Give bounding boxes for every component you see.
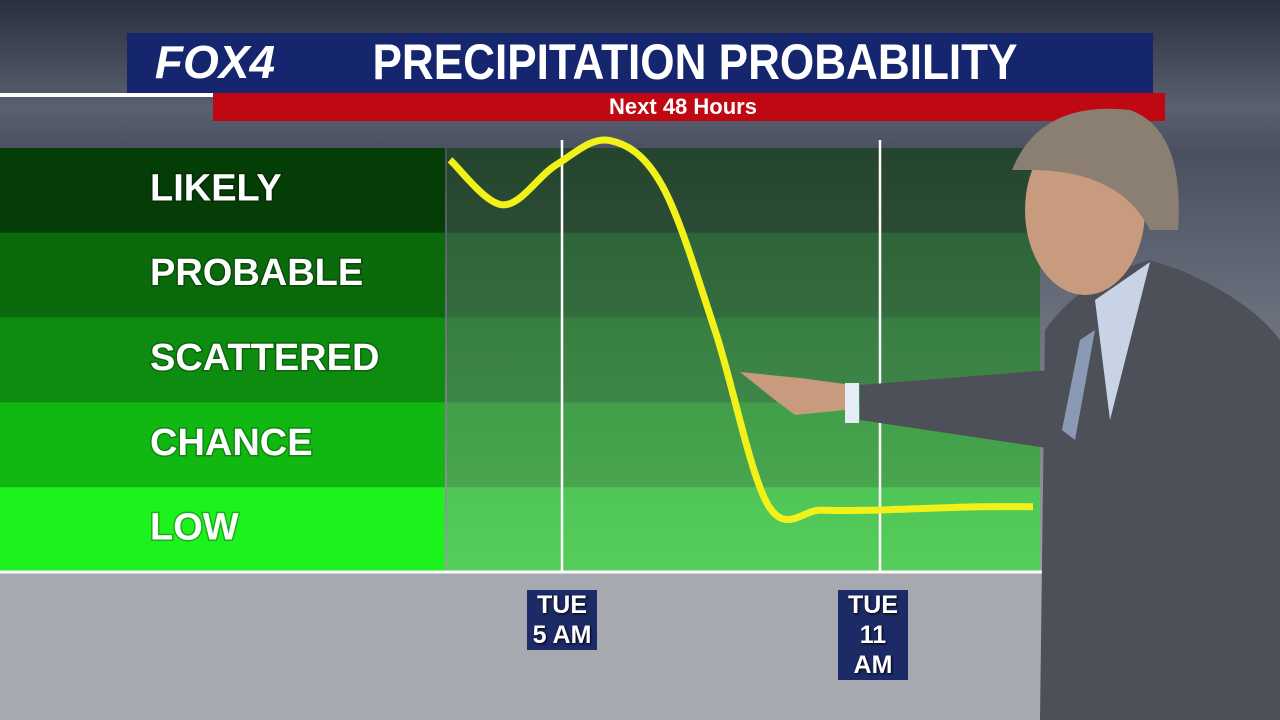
band: [0, 317, 445, 403]
y-tick-label: LIKELY: [150, 167, 282, 209]
band: [0, 148, 445, 233]
plot-band: [447, 148, 1040, 233]
subtitle-bar: [213, 93, 1165, 121]
band: [0, 487, 445, 572]
brand: FOX4: [155, 36, 275, 88]
band: [0, 232, 445, 318]
title-bar: [127, 33, 1153, 93]
chart-subtitle: Next 48 Hours: [609, 94, 757, 119]
chart-title: PRECIPITATION PROBABILITY: [373, 34, 1018, 90]
rule: [0, 93, 213, 97]
band: [0, 402, 445, 488]
x-tick-label: TUE 11 AM: [838, 590, 908, 680]
line: [447, 136, 1034, 523]
y-tick-label: SCATTERED: [150, 337, 379, 379]
y-tick-label: PROBABLE: [150, 252, 363, 294]
y-tick-label: LOW: [150, 507, 239, 549]
presenter: [740, 108, 1280, 720]
plot-band: [447, 487, 1040, 572]
x-tick-label: TUE 5 AM: [527, 590, 597, 650]
y-tick-label: CHANCE: [150, 422, 313, 464]
plot-band: [447, 232, 1040, 318]
